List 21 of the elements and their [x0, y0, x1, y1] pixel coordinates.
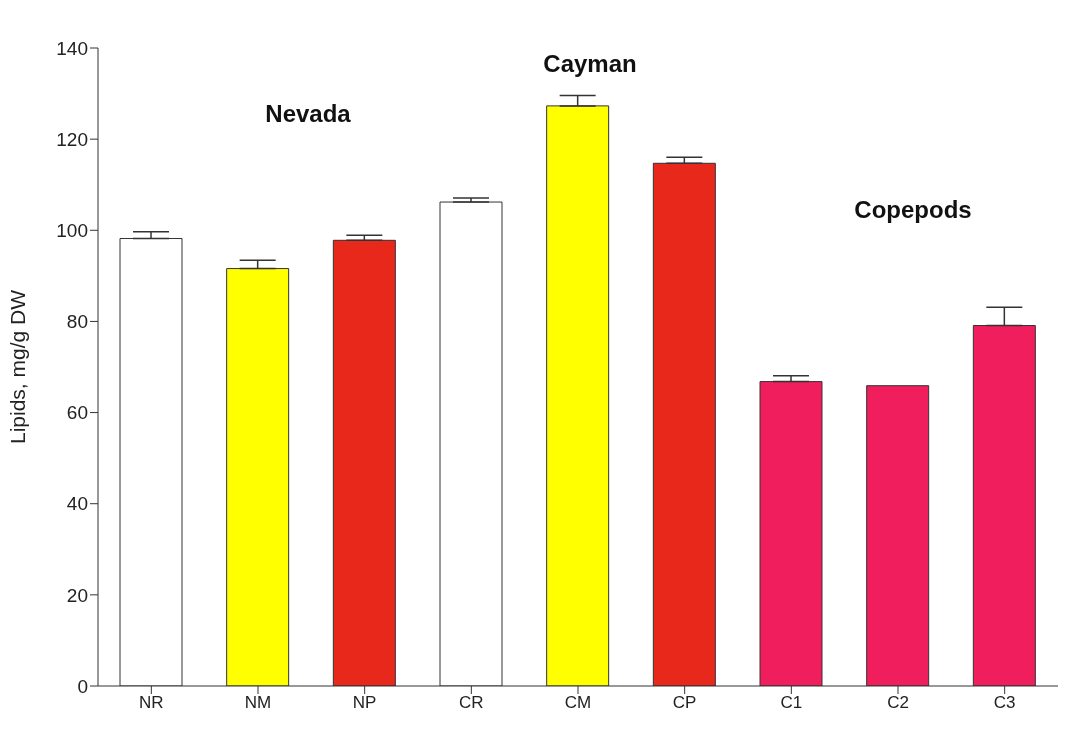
y-tick-label: 120 — [56, 128, 88, 150]
x-tick-label: NP — [352, 693, 377, 713]
y-tick-label: 80 — [66, 311, 88, 333]
x-tick-label: NR — [139, 693, 164, 713]
y-tick-label: 0 — [77, 675, 88, 697]
annotation: Copepods — [854, 196, 972, 224]
x-tick-label: CR — [459, 693, 484, 713]
y-tick-label: 40 — [66, 493, 88, 515]
y-tick-label: 100 — [56, 220, 88, 242]
x-tick-label: CP — [672, 693, 697, 713]
y-tick-label: 60 — [66, 402, 88, 424]
y-tick-label: 140 — [56, 37, 88, 59]
annotation: Cayman — [543, 50, 637, 78]
x-tick-label: C2 — [887, 693, 909, 713]
x-tick-label: NM — [244, 693, 272, 713]
y-axis-title: Lipids, mg/g DW — [6, 289, 30, 445]
x-tick-label: C1 — [780, 693, 803, 713]
annotation: Nevada — [265, 100, 351, 128]
x-tick-label: C3 — [993, 693, 1016, 713]
y-tick-label: 20 — [66, 584, 88, 606]
x-tick-label: CM — [564, 693, 592, 713]
